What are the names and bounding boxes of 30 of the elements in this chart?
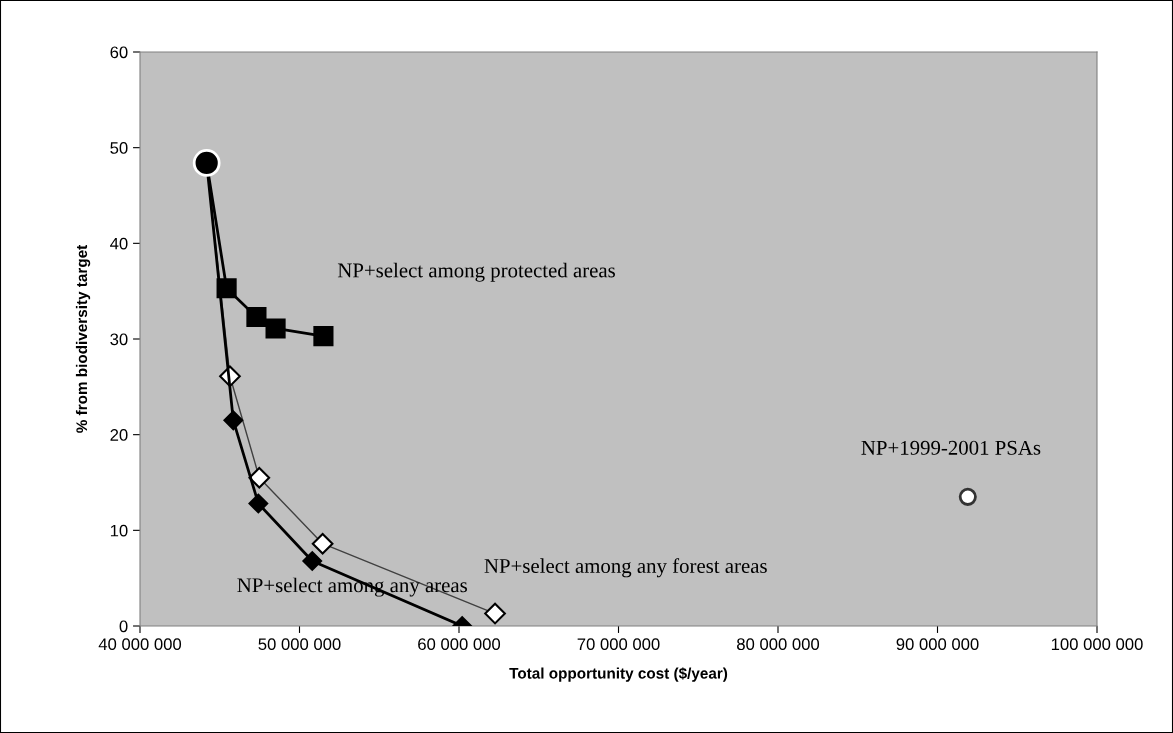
y-tick-label: 20: [110, 429, 128, 441]
x-tick-label: 60 000 000: [418, 638, 501, 651]
point: [246, 306, 267, 328]
y-axis-title: % from biodiversity target: [75, 244, 91, 433]
y-tick-label: 10: [110, 524, 128, 537]
point: [302, 551, 323, 571]
y-tick-label: 50: [110, 142, 128, 154]
point: [311, 532, 334, 555]
point: [192, 149, 221, 177]
x-tick-label: 40 000 000: [98, 638, 182, 651]
point: [265, 318, 286, 339]
y-tick-label: 30: [110, 333, 128, 346]
point: [223, 410, 244, 431]
x-tick-label: 90 000 000: [896, 638, 979, 651]
y-tick-label: 60: [110, 46, 128, 59]
point: [248, 466, 271, 489]
annotation: NP+select among any forest areas: [484, 558, 767, 578]
point: [313, 326, 334, 347]
x-tick-label: 100 000 000: [1051, 638, 1143, 651]
annotation: NP+1999-2001 PSAs: [861, 440, 1041, 455]
annotation: NP+select among protected areas: [337, 262, 615, 282]
point: [484, 602, 506, 625]
y-tick-label: 40: [110, 237, 128, 250]
x-tick-label: 80 000 000: [737, 638, 820, 651]
x-tick-label: 50 000 000: [258, 638, 341, 651]
y-tick-label: 0: [119, 620, 128, 633]
point: [958, 487, 977, 506]
point: [248, 493, 269, 514]
x-tick-label: 70 000 000: [577, 638, 660, 651]
x-axis-title: Total opportunity cost ($/year): [509, 667, 728, 682]
